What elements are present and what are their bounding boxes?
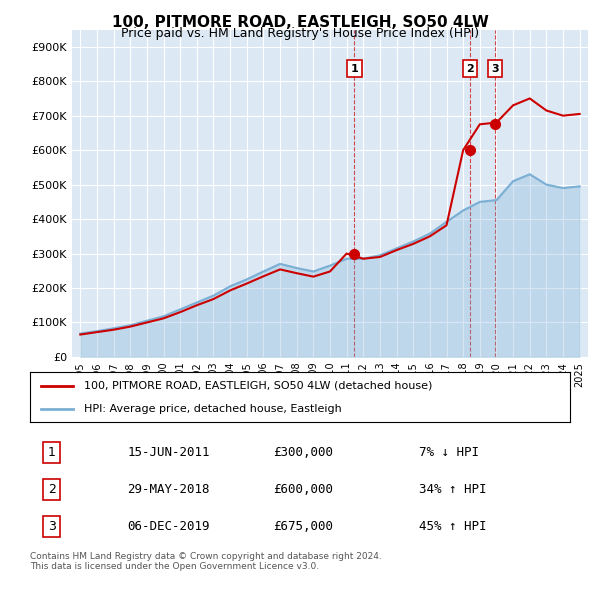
Text: HPI: Average price, detached house, Eastleigh: HPI: Average price, detached house, East… <box>84 404 342 414</box>
Text: £675,000: £675,000 <box>273 520 333 533</box>
Text: 34% ↑ HPI: 34% ↑ HPI <box>419 483 487 496</box>
Text: Contains HM Land Registry data © Crown copyright and database right 2024.
This d: Contains HM Land Registry data © Crown c… <box>30 552 382 571</box>
Text: 1: 1 <box>47 446 56 459</box>
Text: Price paid vs. HM Land Registry's House Price Index (HPI): Price paid vs. HM Land Registry's House … <box>121 27 479 40</box>
Text: £600,000: £600,000 <box>273 483 333 496</box>
Text: 2: 2 <box>466 64 474 74</box>
Text: 3: 3 <box>491 64 499 74</box>
Text: 100, PITMORE ROAD, EASTLEIGH, SO50 4LW (detached house): 100, PITMORE ROAD, EASTLEIGH, SO50 4LW (… <box>84 381 433 391</box>
Text: 100, PITMORE ROAD, EASTLEIGH, SO50 4LW: 100, PITMORE ROAD, EASTLEIGH, SO50 4LW <box>112 15 488 30</box>
Text: 7% ↓ HPI: 7% ↓ HPI <box>419 446 479 459</box>
Text: 06-DEC-2019: 06-DEC-2019 <box>127 520 210 533</box>
Text: 15-JUN-2011: 15-JUN-2011 <box>127 446 210 459</box>
Text: 3: 3 <box>47 520 56 533</box>
Text: 1: 1 <box>350 64 358 74</box>
Text: 45% ↑ HPI: 45% ↑ HPI <box>419 520 487 533</box>
Text: 2: 2 <box>47 483 56 496</box>
Text: £300,000: £300,000 <box>273 446 333 459</box>
Text: 29-MAY-2018: 29-MAY-2018 <box>127 483 210 496</box>
